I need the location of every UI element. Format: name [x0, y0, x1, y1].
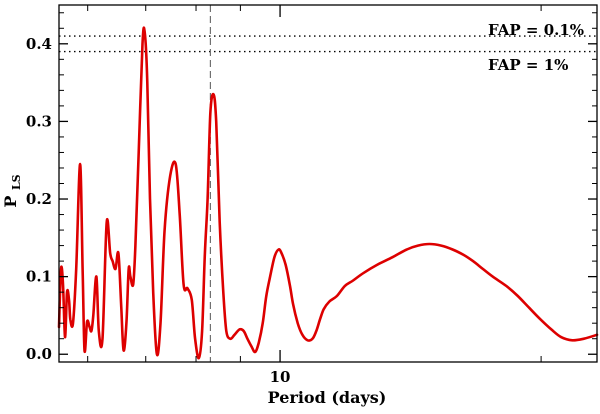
fap-1-label: FAP = 1% [488, 56, 568, 74]
y-tick-label-1: 0.1 [26, 268, 52, 286]
y-tick-label-0: 0.0 [26, 345, 52, 363]
y-tick-label-2: 0.2 [26, 190, 52, 208]
y-axis-title-sub: LS [10, 174, 23, 190]
x-tick-label-0: 10 [270, 368, 291, 386]
svg-text:P LS: P LS [1, 174, 23, 207]
y-tick-label-4: 0.4 [26, 35, 52, 53]
y-tick-label-3: 0.3 [26, 112, 52, 130]
y-axis-title: P LS [1, 174, 23, 207]
fap-0.1-label: FAP = 0.1% [488, 21, 584, 39]
y-axis-title-main: P [1, 196, 20, 208]
power-series-line-0 [57, 26, 599, 360]
x-axis-title: Period (days) [268, 388, 387, 407]
